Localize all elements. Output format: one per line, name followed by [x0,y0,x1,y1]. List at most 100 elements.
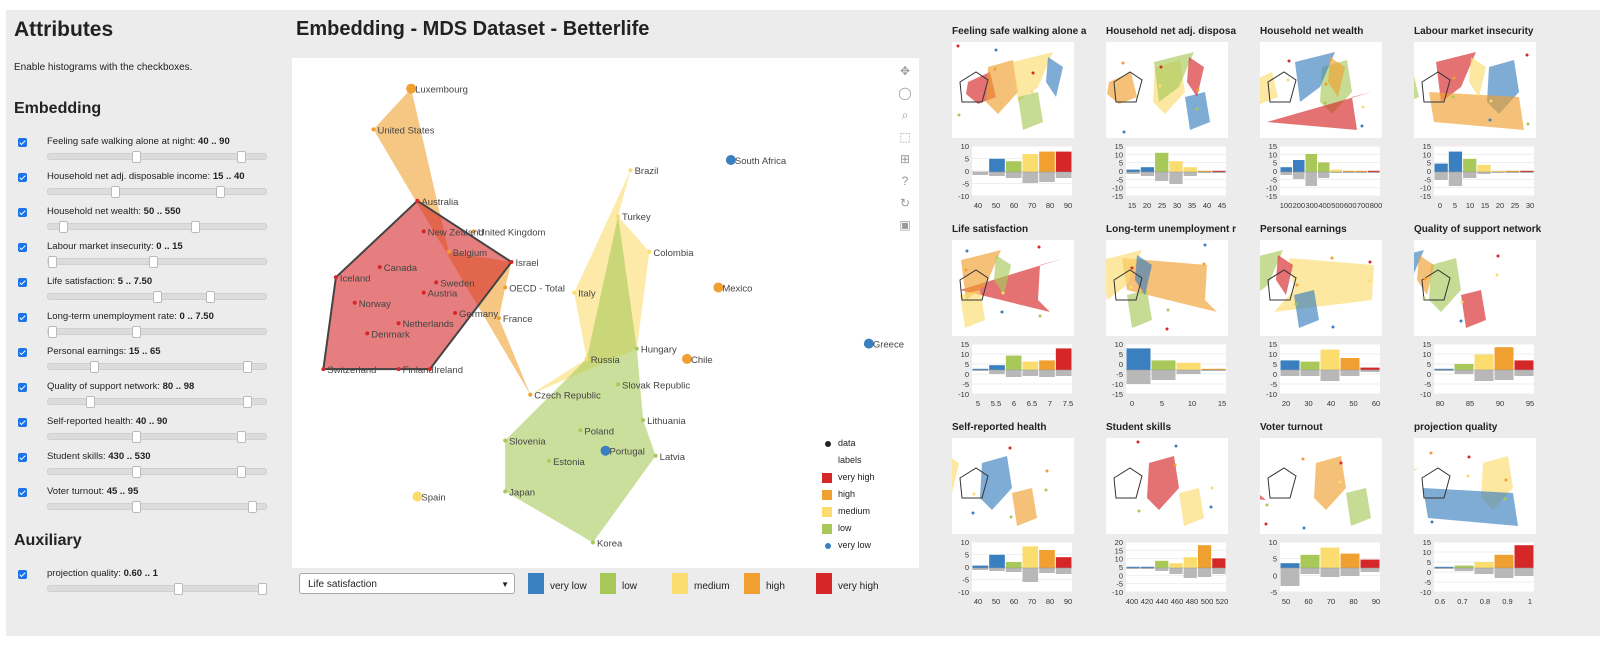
data-point[interactable] [509,260,514,264]
zoom-tool-icon[interactable]: ⌕ [901,108,909,122]
data-point[interactable] [453,311,458,315]
data-point[interactable] [415,198,420,203]
help-icon[interactable]: ? [901,174,909,188]
slider-max-handle[interactable] [237,466,246,478]
slider-min-handle[interactable] [48,256,57,268]
data-point[interactable] [725,155,736,165]
slider-max-handle[interactable] [243,361,253,373]
box-select-icon[interactable]: ⬚ [899,130,911,144]
embedding-plot[interactable]: Luxembourg United States South Africa Brazi… [292,58,919,568]
attribute-range-slider[interactable] [47,291,267,303]
data-point[interactable] [713,282,724,293]
attribute-checkbox[interactable] [18,138,27,147]
data-point[interactable] [352,300,357,305]
data-point[interactable] [682,353,693,364]
attribute-range-slider[interactable] [47,431,267,443]
slider-min-handle[interactable] [132,151,141,163]
mds-scatter[interactable]: Luxembourg United States South Africa Brazi… [292,58,919,568]
attribute-range-slider[interactable] [47,396,267,408]
data-point[interactable] [578,428,583,433]
mini-scatter[interactable] [914,240,1074,336]
data-point[interactable] [616,214,621,219]
slider-min-handle[interactable] [111,186,120,198]
slider-min-handle[interactable] [90,361,99,373]
attribute-checkbox[interactable] [18,278,27,287]
slider-max-handle[interactable] [258,583,267,595]
data-point[interactable] [503,285,508,290]
mini-scatter[interactable] [1389,42,1536,138]
mini-scatter[interactable] [862,438,1074,534]
data-point[interactable] [634,346,639,351]
slider-min-handle[interactable] [153,291,162,303]
slider-min-handle[interactable] [85,396,95,408]
attribute-range-slider[interactable] [47,221,267,233]
mini-scatter[interactable] [1248,42,1382,138]
slider-min-handle[interactable] [174,583,183,595]
slider-min-handle[interactable] [132,466,141,478]
attribute-checkbox[interactable] [18,208,27,217]
attribute-checkbox[interactable] [18,243,27,252]
slider-min-handle[interactable] [132,431,141,443]
data-point[interactable] [333,275,338,280]
slider-max-handle[interactable] [148,256,158,268]
color-attribute-select[interactable]: Life satisfaction ▼ [299,573,515,594]
lasso-tool-icon[interactable]: ◯ [898,86,912,100]
slider-min-handle[interactable] [132,501,141,513]
data-point[interactable] [421,229,426,234]
slider-min-handle[interactable] [48,326,57,338]
mini-scatter[interactable] [1315,438,1536,534]
data-point[interactable] [590,540,595,545]
data-point[interactable] [496,316,501,321]
attribute-checkbox[interactable] [18,488,27,497]
data-point[interactable] [503,489,508,494]
attribute-checkbox[interactable] [18,453,27,462]
data-point[interactable] [446,249,451,254]
auxiliary-range-slider[interactable] [47,583,267,595]
slider-max-handle[interactable] [205,291,215,303]
attribute-checkbox[interactable] [18,418,27,427]
attribute-range-slider[interactable] [47,326,267,338]
data-point[interactable] [396,367,401,372]
data-point[interactable] [377,265,382,270]
attribute-range-slider[interactable] [47,186,267,198]
data-point[interactable] [427,367,432,372]
attribute-checkbox[interactable] [18,313,27,322]
hover-tool-icon[interactable]: ⊞ [899,152,911,166]
auxiliary-checkbox[interactable] [18,570,27,579]
data-point[interactable] [528,392,533,397]
slider-max-handle[interactable] [237,151,246,163]
mini-scatter[interactable] [1055,240,1228,336]
data-point[interactable] [406,83,417,94]
attribute-range-slider[interactable] [47,501,267,513]
save-icon[interactable]: ▣ [899,218,911,232]
data-point[interactable] [421,290,426,295]
data-point[interactable] [572,290,577,295]
attribute-range-slider[interactable] [47,256,267,268]
mini-scatter[interactable] [1337,240,1536,336]
mini-scatter[interactable] [1196,240,1382,336]
attribute-checkbox[interactable] [18,348,27,357]
mini-scatter[interactable] [1168,438,1382,534]
data-point[interactable] [471,229,476,234]
data-point[interactable] [412,491,423,502]
data-point[interactable] [371,127,376,132]
data-point[interactable] [321,367,326,372]
data-point[interactable] [365,331,370,336]
data-point[interactable] [647,249,652,254]
slider-max-handle[interactable] [190,221,200,233]
data-point[interactable] [616,382,621,387]
data-point[interactable] [863,338,874,349]
slider-max-handle[interactable] [132,326,141,338]
data-point[interactable] [641,418,646,423]
data-point[interactable] [547,458,552,463]
mini-scatter[interactable] [952,42,1074,138]
attribute-checkbox[interactable] [18,173,27,182]
data-point[interactable] [584,356,589,361]
slider-max-handle[interactable] [243,396,253,408]
attribute-checkbox[interactable] [18,383,27,392]
data-point[interactable] [628,168,633,173]
mini-scatter[interactable] [1106,42,1228,138]
mini-scatter[interactable] [1003,438,1228,534]
reset-icon[interactable]: ↻ [899,196,911,210]
data-point[interactable] [653,453,658,458]
